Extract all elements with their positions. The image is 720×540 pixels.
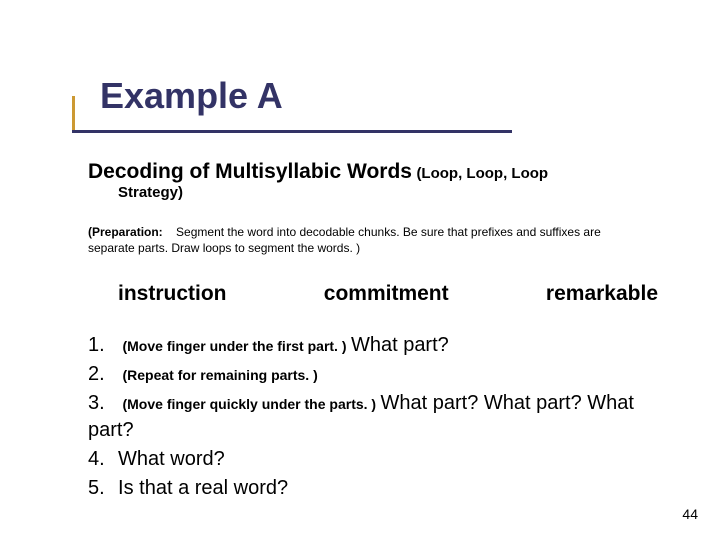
step-2: 2. (Repeat for remaining parts. ) [88,361,658,388]
subtitle-tail: (Loop, Loop, Loop [416,165,548,182]
steps-list: 1. (Move finger under the first part. ) … [88,332,658,504]
step-3-paren: (Move finger quickly under the parts. ) [122,396,376,412]
step-4: 4. What word? [88,446,658,473]
step-3: 3. (Move finger quickly under the parts.… [88,390,658,444]
preparation-block: (Preparation: Segment the word into deco… [88,224,648,256]
step-5-num: 5. [88,477,105,499]
example-words-row: instruction commitment remarkable [118,282,658,306]
page-number: 44 [682,506,698,522]
step-1-paren: (Move finger under the first part. ) [122,338,346,354]
subtitle-main: Decoding of Multisyllabic Words [88,160,412,183]
word-2: commitment [324,282,449,306]
step-4-num: 4. [88,448,105,470]
step-1-num: 1. [88,334,105,356]
word-1: instruction [118,282,227,306]
step-1-ask: What part? [351,334,449,356]
step-2-num: 2. [88,363,105,385]
subtitle-row: Decoding of Multisyllabic Words (Loop, L… [88,160,648,184]
step-3-num: 3. [88,392,105,414]
step-5: 5. Is that a real word? [88,475,658,502]
word-3: remarkable [546,282,658,306]
title-block: Example A [72,78,283,114]
title-underline [72,130,512,133]
preparation-text: Segment the word into decodable chunks. … [88,225,601,255]
slide-title: Example A [72,78,283,114]
step-4-ask: What word? [118,448,225,470]
step-5-ask: Is that a real word? [118,477,288,499]
step-2-paren: (Repeat for remaining parts. ) [122,367,317,383]
step-1: 1. (Move finger under the first part. ) … [88,332,658,359]
subtitle-strategy: Strategy) [118,184,183,201]
preparation-label: (Preparation: [88,225,163,239]
